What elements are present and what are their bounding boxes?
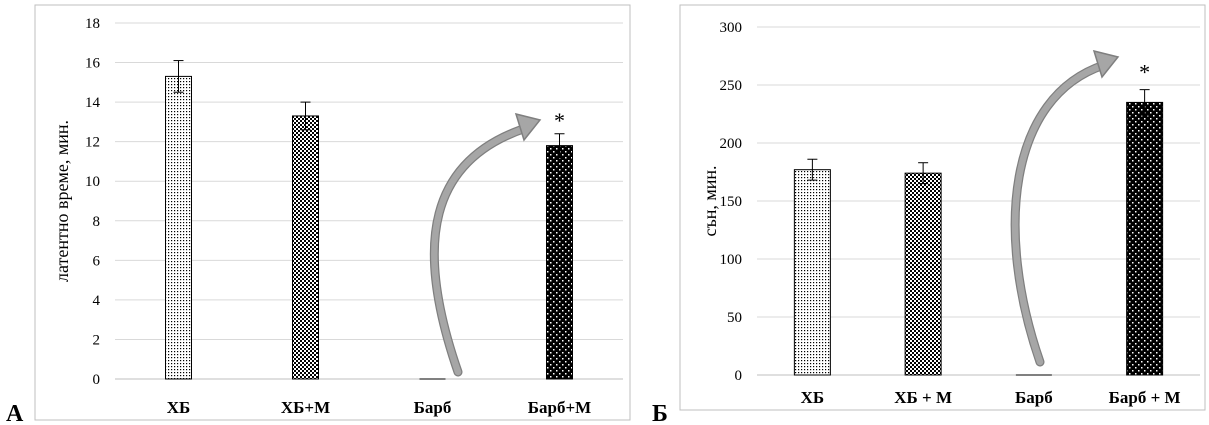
category-label: ХБ + М [894,388,952,407]
y-tick-label: 10 [85,174,100,190]
arrow-head [514,112,542,142]
bar [793,169,831,376]
panel-b-frame [679,4,1206,411]
category-label: ХБ [167,398,191,417]
bar [1126,101,1164,376]
arrow-head [1092,49,1120,79]
significance-star: * [554,108,565,133]
bar [904,172,942,376]
panel-b-chart: 0 50 100 150 200 250 300 сън, мин. ХБ ХБ + М Барб Б… [700,20,1200,407]
panel-b-letter: Б [652,401,668,425]
y-tick-label: 12 [85,135,100,151]
y-tick-label: 18 [85,16,100,32]
y-tick-label: 8 [93,214,101,230]
y-tick-label: 250 [720,78,743,94]
y-tick-label: 14 [85,95,101,111]
category-label: Барб [414,398,452,417]
y-tick-label: 6 [93,253,101,269]
category-label: Барб+М [528,398,591,417]
panel-a-frame [34,4,631,421]
y-tick-label: 200 [720,136,743,152]
y-tick-label: 16 [85,56,101,72]
y-tick-label: 100 [720,252,743,268]
y-axis-label: латентно време, мин. [52,120,72,282]
y-tick-label: 0 [735,368,743,384]
bar [165,75,192,380]
y-tick-label: 300 [720,20,743,36]
y-tick-label: 2 [93,332,101,348]
bar [292,115,319,380]
y-axis-label: сън, мин. [700,165,720,236]
arrow-body [1011,61,1108,366]
y-tick-label: 50 [727,310,742,326]
bar [546,145,573,380]
panel-a-letter: А [6,401,24,425]
y-tick-label: 0 [93,372,101,388]
significance-star: * [1139,60,1150,85]
y-tick-label: 4 [93,293,101,309]
category-label: Барб + М [1109,388,1181,407]
panel-a-chart: 0 2 4 6 8 10 12 14 16 18 латентно време, мин. ХБ ХБ+… [52,16,623,417]
category-label: Барб [1015,388,1053,407]
y-tick-label: 150 [720,194,743,210]
arrow-body [431,124,530,376]
category-label: ХБ+М [281,398,330,417]
category-label: ХБ [801,388,825,407]
